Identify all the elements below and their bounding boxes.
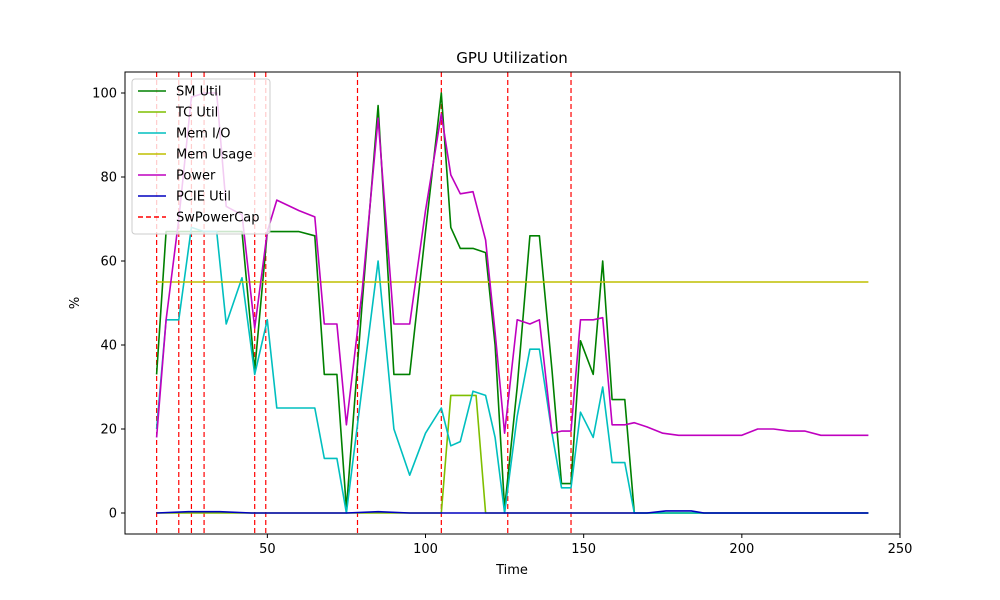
x-tick-label: 200 [729,542,754,557]
x-tick-label: 150 [571,542,596,557]
legend-label: Mem Usage [176,148,253,163]
series-line-power [155,92,869,438]
chart-title: GPU Utilization [456,49,568,67]
y-axis-ticks: 0 20 40 60 80 100 [92,87,125,522]
y-tick-label: 100 [92,87,117,102]
legend-box [131,78,271,235]
x-axis-ticks: 50 100 150 200 250 [259,534,912,557]
legend: SM Util TC Util Mem I/O Mem Usage Power PCIE … [131,78,271,235]
x-tick-label: 250 [888,542,913,557]
x-tick-label: 100 [413,542,438,557]
y-tick-label: 40 [100,339,117,354]
legend-label: PCIE Util [176,190,231,205]
legend-label: TC Util [175,106,218,121]
series-line-mem-i-o [155,226,869,514]
y-tick-label: 60 [100,255,117,270]
legend-label: Power [176,169,216,184]
series-line-pcie-util [156,510,869,514]
y-tick-label: 0 [109,507,117,522]
x-tick-label: 50 [259,542,276,557]
legend-label: SwPowerCap [176,211,259,226]
legend-label: SM Util [176,85,221,100]
y-tick-label: 20 [100,423,117,438]
y-axis-label: % [68,297,83,309]
plot-area-frame [124,71,901,535]
y-tick-label: 80 [100,171,117,186]
legend-label: Mem I/O [176,127,230,142]
x-axis-label: Time [495,563,528,578]
